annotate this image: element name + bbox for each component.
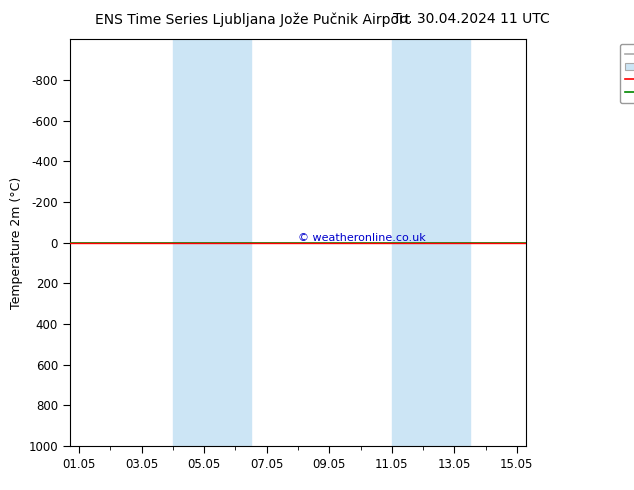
Legend: min/max, Standard deviation, Ensemble mean run, Controll run: min/max, Standard deviation, Ensemble me… [619,45,634,102]
Bar [392,39,470,446]
Text: ENS Time Series Ljubljana Jože Pučnik Airport: ENS Time Series Ljubljana Jože Pučnik Ai… [95,12,410,27]
Y-axis label: Temperature 2m (°C): Temperature 2m (°C) [10,176,23,309]
Bar [173,39,251,446]
Text: © weatheronline.co.uk: © weatheronline.co.uk [298,233,425,243]
Text: Tu. 30.04.2024 11 UTC: Tu. 30.04.2024 11 UTC [393,12,550,26]
